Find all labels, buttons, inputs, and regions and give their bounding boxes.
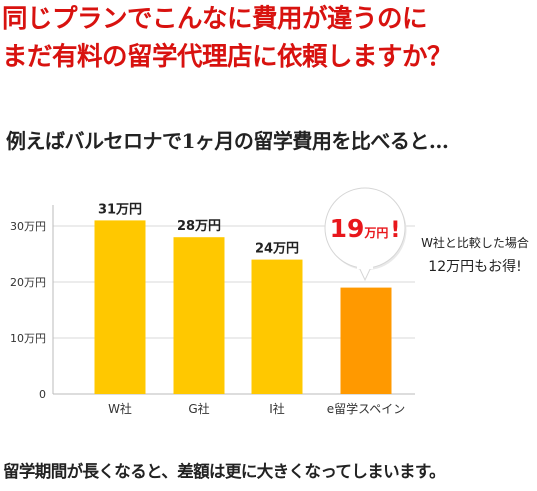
category-label-0: W社 <box>108 401 132 416</box>
comparison-note-line-2: 12万円もお得! <box>428 259 522 275</box>
y-tick-label-10: 10万円 <box>10 332 46 345</box>
bar-layer <box>94 220 392 394</box>
footer-note: 留学期間が長くなると、差額は更に大きくなってしまいます。 <box>3 462 446 481</box>
value-label-1: 28万円 <box>177 219 221 234</box>
headline-line-2: まだ有料の留学代理店に依頼しますか？ <box>2 42 453 72</box>
category-label-3: e留学スペイン <box>327 401 406 416</box>
headline-line-1: 同じプランでこんなに費用が違うのに <box>2 4 428 34</box>
label-layer: W社 31万円 G社 28万円 I社 24万円 e留学スペイン 19万円! <box>98 187 407 416</box>
highlight-number: 19 <box>330 214 365 243</box>
comparison-subtitle: 例えばバルセロナで1ヶ月の留学費用を比べると… <box>6 129 449 153</box>
axis-layer: 0 10万円 20万円 30万円 <box>10 205 415 401</box>
y-tick-label-20: 20万円 <box>10 276 46 289</box>
y-tick-label-30: 30万円 <box>10 220 46 233</box>
headline: 同じプランでこんなに費用が違うのに まだ有料の留学代理店に依頼しますか？ <box>2 0 537 76</box>
value-label-2: 24万円 <box>255 242 299 257</box>
bubble-tail-join <box>357 264 373 269</box>
bar-2 <box>251 259 303 394</box>
value-label-0: 31万円 <box>98 202 142 217</box>
bar-3 <box>340 287 392 394</box>
highlight-value-label: 19万円! <box>330 214 401 243</box>
category-label-1: G社 <box>188 401 209 416</box>
bar-0 <box>94 220 146 394</box>
highlight-unit: 万円 <box>363 226 388 240</box>
y-tick-label-0: 0 <box>39 388 46 401</box>
comparison-note-line-1: W社と比較した場合 <box>421 236 529 250</box>
highlight-mark: ! <box>390 218 400 243</box>
bar-1 <box>173 237 225 394</box>
category-label-2: I社 <box>269 401 285 416</box>
